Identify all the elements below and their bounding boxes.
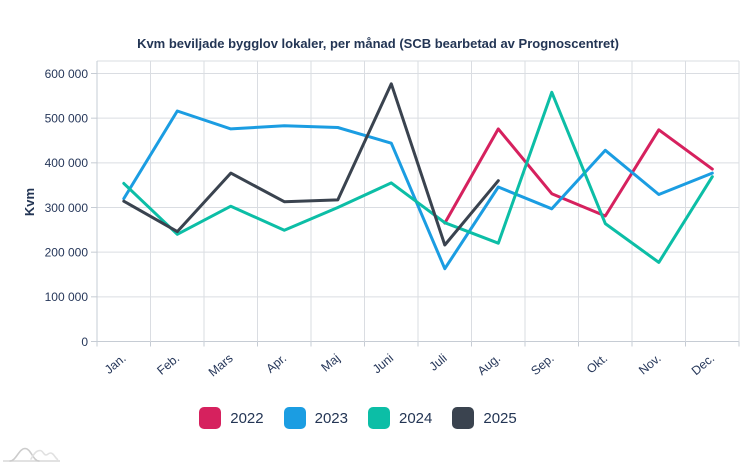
legend-label: 2025	[483, 409, 517, 427]
y-axis-title: Kvm	[22, 188, 37, 216]
x-tick-label: Jan.	[102, 351, 129, 377]
chart-title: Kvm beviljade bygglov lokaler, per månad…	[137, 36, 619, 51]
y-tick-label: 200 000	[45, 245, 89, 259]
legend-item-2025[interactable]: 2025	[452, 407, 517, 429]
y-tick-label: 300 000	[45, 201, 89, 215]
logo-hill-left	[9, 447, 40, 462]
y-tick-label: 400 000	[45, 156, 89, 170]
series-line-2025[interactable]	[122, 82, 500, 247]
legend-label: 2023	[314, 409, 348, 427]
series-line-2024[interactable]	[122, 90, 714, 264]
y-tick-label: 0	[81, 335, 88, 349]
x-tick-label: Apr.	[263, 351, 289, 376]
x-tick-label: Sep.	[528, 351, 556, 378]
x-tick-label: Aug.	[475, 351, 503, 378]
x-tick-label: Dec.	[689, 351, 717, 378]
y-tick-label: 500 000	[45, 111, 89, 125]
x-tick-label: Juni	[370, 351, 396, 376]
legend-item-2024[interactable]: 2024	[368, 407, 432, 429]
series-line-2022[interactable]	[443, 127, 714, 225]
line-chart: 0 100 000 200 000 300 000 400 000 500 000 600 …	[22, 60, 740, 379]
legend-item-2023[interactable]: 2023	[283, 407, 348, 429]
legend-item-2022[interactable]: 2022	[199, 407, 264, 429]
prognoscentret-logo	[3, 447, 60, 462]
y-tick-label: 100 000	[45, 290, 89, 304]
legend-swatch-2025	[452, 407, 475, 429]
x-tick-label: Feb.	[154, 351, 182, 378]
legend-swatch-2022	[199, 407, 222, 429]
x-tick-label: Maj	[318, 351, 342, 374]
series-line-2023[interactable]	[122, 109, 714, 271]
logo-hill-right	[30, 449, 59, 461]
chart-legend: 2022 2023 2024 2025	[0, 407, 756, 429]
legend-swatch-2024	[368, 407, 390, 429]
legend-swatch-2023	[283, 407, 306, 429]
x-tick-label: Okt.	[584, 351, 610, 376]
legend-label: 2024	[399, 409, 433, 427]
legend-label: 2022	[230, 409, 264, 427]
x-tick-label: Juli	[427, 351, 450, 374]
x-tick-label: Mars	[206, 351, 236, 379]
x-tick-label: Nov.	[636, 351, 664, 377]
y-tick-label: 600 000	[45, 67, 89, 81]
